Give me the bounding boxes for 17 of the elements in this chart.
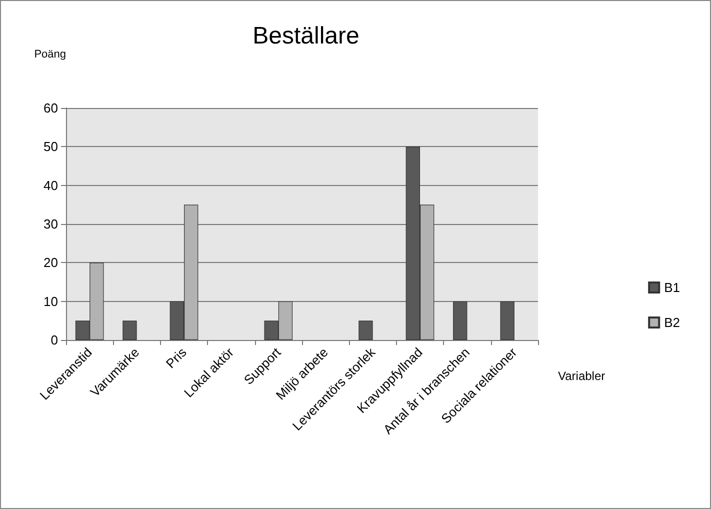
bar (500, 301, 514, 340)
bar (122, 320, 137, 340)
y-tick-label: 50 (44, 139, 58, 154)
y-axis-title: Poäng (34, 48, 66, 60)
y-tick-label: 10 (44, 294, 58, 309)
y-tick-label: 60 (44, 100, 58, 116)
bar (358, 320, 373, 340)
chart-title: Beställare (252, 22, 360, 50)
legend-label: B2 (664, 315, 680, 330)
y-tick-label: 20 (44, 255, 58, 270)
x-axis-title: Variabler (558, 369, 606, 383)
y-tick-label: 40 (44, 178, 58, 193)
bar (453, 301, 468, 340)
legend-label: B1 (664, 280, 680, 295)
x-tick-label: Pris (162, 344, 190, 372)
y-tick-label: 30 (44, 216, 58, 232)
y-tick-label: 0 (50, 332, 58, 348)
